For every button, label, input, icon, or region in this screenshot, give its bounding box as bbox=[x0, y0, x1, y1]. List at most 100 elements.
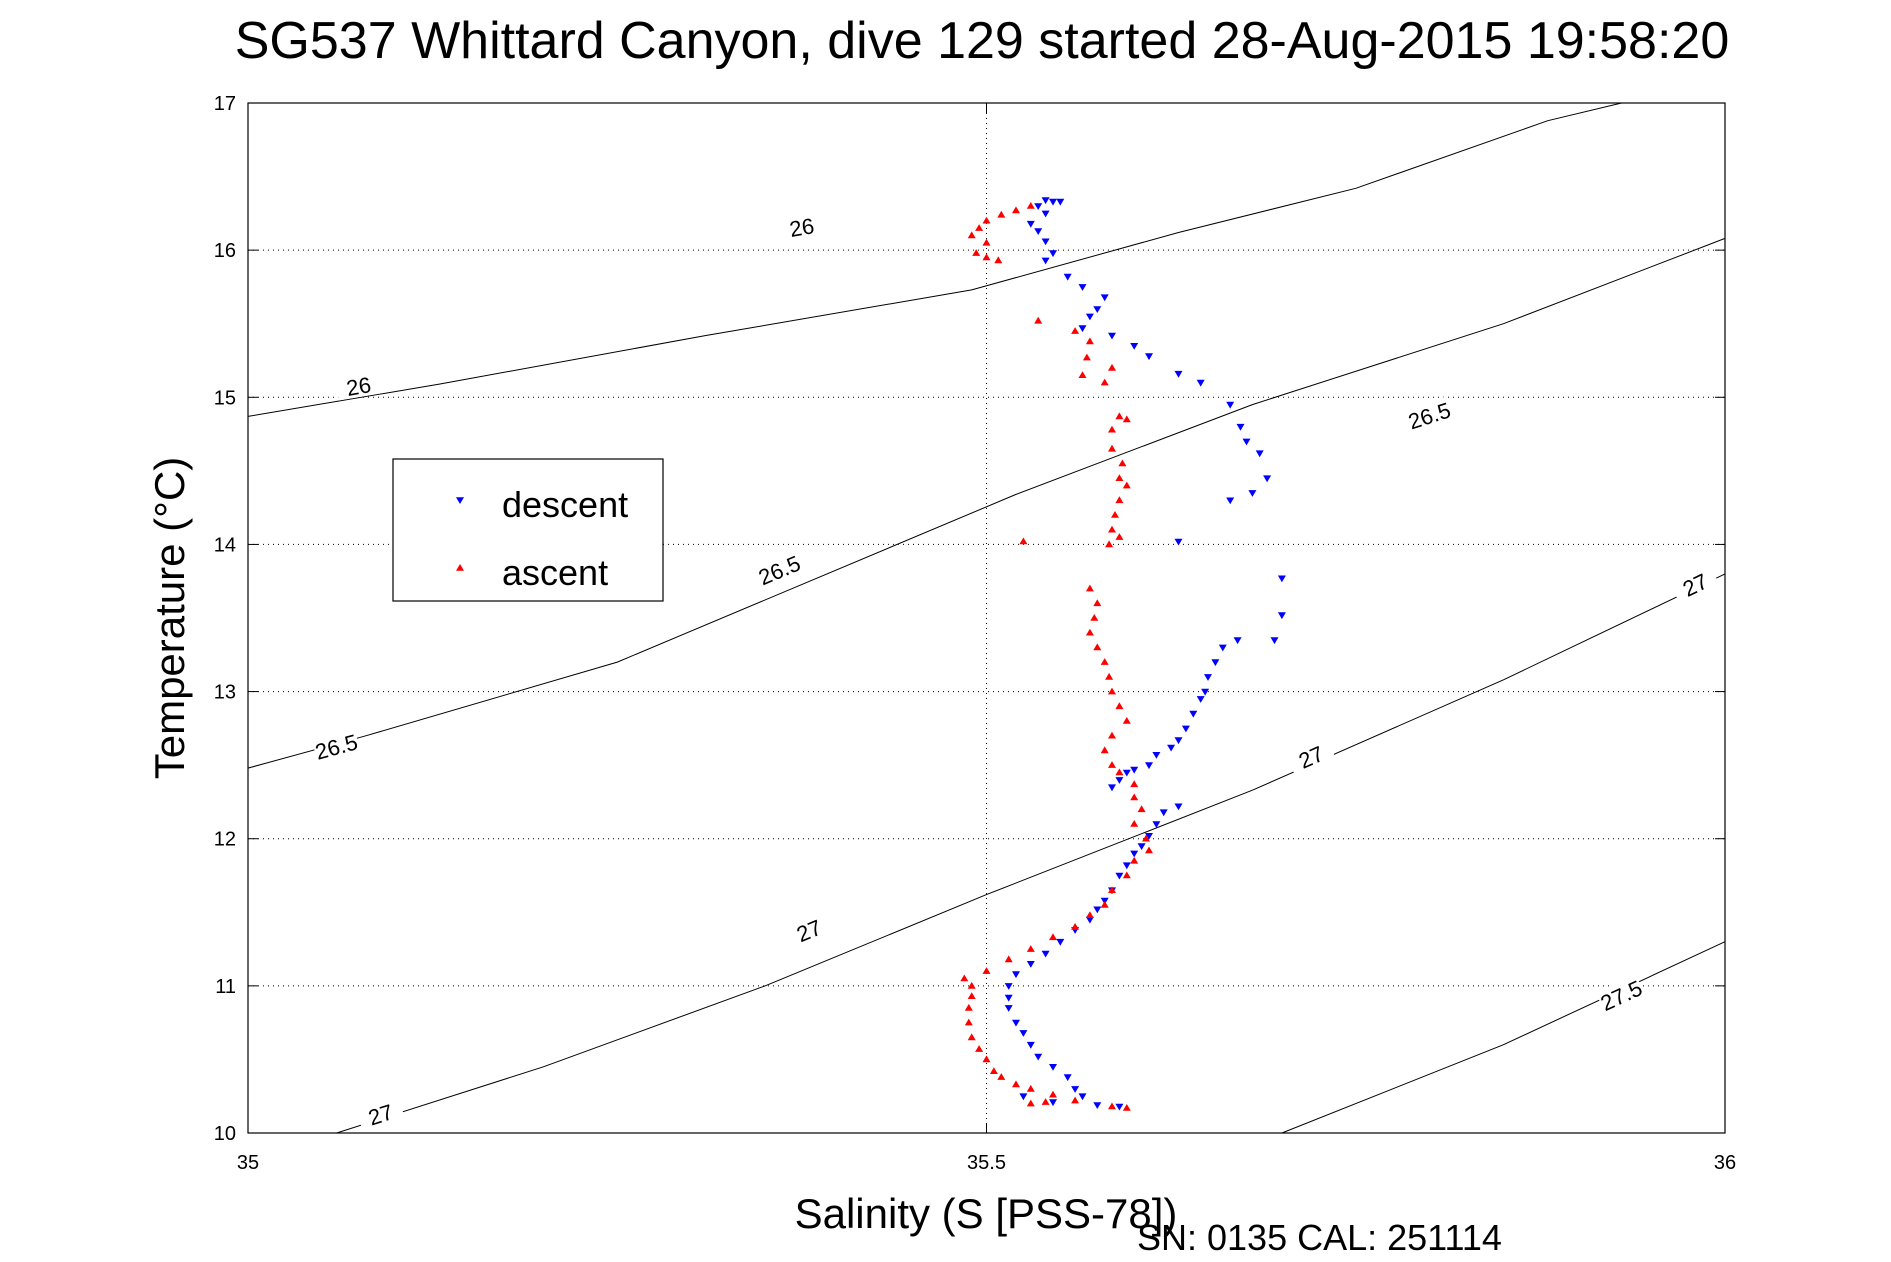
ascent-point bbox=[1115, 768, 1124, 776]
descent-point bbox=[1026, 961, 1035, 968]
legend-marker-descent-shape bbox=[456, 497, 464, 504]
descent-point bbox=[1026, 1041, 1035, 1049]
ascent-point bbox=[1115, 533, 1124, 540]
descent-point bbox=[1056, 198, 1065, 206]
ascent-point bbox=[1122, 415, 1131, 423]
ascent-point bbox=[1118, 459, 1127, 467]
isopycnal-label-27: 27 bbox=[1669, 563, 1720, 605]
descent-point bbox=[1004, 994, 1013, 1002]
descent-point bbox=[1034, 228, 1043, 235]
ascent-point bbox=[1130, 856, 1139, 864]
ascent-point bbox=[1108, 425, 1116, 433]
ascent-point bbox=[1115, 412, 1124, 420]
isopycnal-label-bg bbox=[1669, 563, 1720, 605]
ascent-point bbox=[1130, 793, 1139, 801]
descent-point bbox=[1041, 257, 1050, 265]
ascent-point bbox=[967, 1033, 976, 1041]
isopycnal-label-27: 27 bbox=[355, 1095, 405, 1132]
x-axis-label: Salinity (S [PSS-78]) bbox=[795, 1190, 1178, 1237]
isopycnal-label-text: 26.5 bbox=[313, 729, 361, 764]
descent-point bbox=[1049, 1064, 1057, 1071]
ascent-point bbox=[1012, 1080, 1020, 1088]
ascent-point bbox=[1041, 1098, 1050, 1105]
y-ticks: 10 11 12 13 14 15 16 17 bbox=[214, 93, 1725, 1145]
ascent-point bbox=[975, 224, 984, 231]
descent-point bbox=[1108, 784, 1116, 792]
ascent-point bbox=[1026, 1099, 1035, 1107]
descent-point bbox=[1174, 803, 1183, 811]
isopycnal-label-text: 26.5 bbox=[1405, 397, 1453, 434]
descent-point bbox=[1174, 737, 1183, 745]
descent-point bbox=[1233, 637, 1242, 645]
descent-point bbox=[1201, 688, 1210, 696]
descent-point bbox=[1270, 637, 1279, 645]
y-tick-label: 10 bbox=[214, 1123, 236, 1145]
descent-point bbox=[1130, 343, 1139, 350]
x-tick-label: 36 bbox=[1714, 1152, 1736, 1174]
isopycnal-label-26.5: 26.5 bbox=[1404, 396, 1454, 434]
ascent-point bbox=[1071, 1096, 1080, 1104]
descent-point bbox=[1026, 220, 1035, 228]
ascent-point bbox=[1100, 658, 1109, 665]
descent-point bbox=[1137, 843, 1146, 851]
isopycnal-label-text: 26 bbox=[345, 372, 373, 401]
descent-point bbox=[1019, 1093, 1028, 1101]
isopycnal-line-26 bbox=[247, 102, 1622, 417]
descent-point bbox=[1049, 198, 1057, 206]
ascent-point bbox=[1093, 599, 1102, 607]
isopycnal-label-bg bbox=[355, 1095, 405, 1132]
footer-serial-calibration: SN: 0135 CAL: 251114 bbox=[1137, 1217, 1502, 1258]
isopycnal-line-27 bbox=[336, 573, 1726, 1134]
ascent-point bbox=[982, 238, 991, 246]
ascent-point bbox=[1145, 846, 1153, 854]
legend-box bbox=[392, 458, 664, 602]
isopycnal-label-26.5: 26.5 bbox=[311, 728, 361, 765]
x-tick-label: 35.5 bbox=[967, 1152, 1006, 1174]
descent-point bbox=[1056, 938, 1065, 946]
descent-point bbox=[1159, 809, 1168, 817]
ascent-point bbox=[1085, 911, 1094, 918]
ascent-point bbox=[1108, 444, 1116, 452]
descent-point bbox=[1218, 644, 1227, 652]
isopycnal-label-27: 27 bbox=[1285, 736, 1336, 776]
isopycnal-label-bg bbox=[777, 210, 826, 242]
ascent-point bbox=[1122, 717, 1131, 724]
descent-point bbox=[1078, 284, 1087, 291]
ascent-point bbox=[1105, 540, 1114, 548]
isopycnal-label-bg bbox=[753, 549, 804, 589]
descent-point bbox=[1078, 1093, 1087, 1101]
ascent-point bbox=[1111, 511, 1119, 518]
ascent-point bbox=[989, 1067, 998, 1074]
descent-point bbox=[1130, 850, 1139, 858]
ascent-point bbox=[964, 1018, 973, 1026]
ascent-point bbox=[1085, 337, 1094, 345]
isopycnal-label-bg bbox=[1404, 396, 1454, 433]
ascent-point bbox=[975, 1045, 984, 1052]
ascent-point bbox=[1078, 371, 1087, 378]
isopycnal-label-26: 26 bbox=[777, 210, 826, 242]
ascent-point bbox=[1115, 496, 1124, 504]
ascent-point bbox=[1115, 702, 1124, 710]
isopycnal-label-26.5: 26.5 bbox=[753, 549, 804, 590]
ascent-point bbox=[982, 253, 991, 261]
legend: descent ascent bbox=[392, 458, 664, 602]
descent-point bbox=[1226, 401, 1235, 409]
ascent-point bbox=[1049, 933, 1057, 941]
descent-point bbox=[1248, 490, 1257, 497]
descent-point bbox=[1145, 833, 1153, 840]
chart-title: SG537 Whittard Canyon, dive 129 started … bbox=[235, 12, 1730, 70]
ascent-point bbox=[1130, 780, 1139, 788]
descent-point bbox=[1049, 1099, 1057, 1107]
ascent-point bbox=[997, 210, 1006, 218]
y-tick-label: 12 bbox=[214, 829, 236, 851]
ascent-point bbox=[967, 992, 976, 999]
ascent-point bbox=[967, 231, 976, 239]
ascent-point bbox=[1100, 900, 1109, 908]
descent-point bbox=[1004, 983, 1013, 990]
descent-point bbox=[1211, 659, 1220, 667]
ascent-point bbox=[1115, 474, 1124, 481]
y-tick-label: 15 bbox=[214, 387, 236, 409]
ascent-point bbox=[1122, 481, 1131, 489]
ascent-point bbox=[1108, 761, 1116, 768]
descent-point bbox=[1071, 1086, 1080, 1093]
